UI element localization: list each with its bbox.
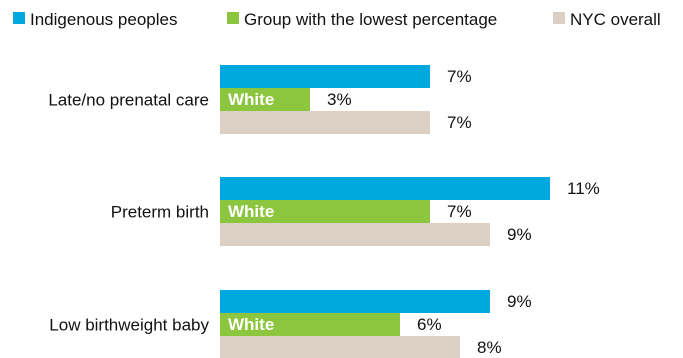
category-label-preterm-birth: Preterm birth: [111, 203, 209, 222]
category-label-low-birthweight-baby: Low birthweight baby: [49, 316, 209, 335]
bars: Late/no prenatal care 7% 3% White 7% Preterm …: [48, 65, 600, 358]
legend-label-nyc-overall: NYC overall: [570, 10, 661, 29]
value-label-group-with-the-lowest-percentage-preterm-birth: 7%: [447, 202, 472, 221]
bar-nyc-overall-preterm-birth: [220, 223, 490, 246]
bar-group-with-the-lowest-percentage-preterm-birth: [220, 200, 430, 223]
bar-group-with-the-lowest-percentage-late-no-prenatal-care: [220, 88, 310, 111]
bar-indigenous-peoples-low-birthweight-baby: [220, 290, 490, 313]
bar-indigenous-peoples-preterm-birth: [220, 177, 550, 200]
value-label-indigenous-peoples-late-no-prenatal-care: 7%: [447, 67, 472, 86]
bar-group-label-preterm-birth: White: [228, 202, 274, 221]
value-label-indigenous-peoples-low-birthweight-baby: 9%: [507, 292, 532, 311]
legend-swatch-group-with-the-lowest-percentage: [227, 12, 239, 24]
value-label-group-with-the-lowest-percentage-late-no-prenatal-care: 3%: [327, 90, 352, 109]
bar-group-with-the-lowest-percentage-low-birthweight-baby: [220, 313, 400, 336]
value-label-indigenous-peoples-preterm-birth: 11%: [567, 179, 600, 198]
legend-label-group-with-the-lowest-percentage: Group with the lowest percentage: [244, 10, 497, 29]
value-label-nyc-overall-preterm-birth: 9%: [507, 225, 532, 244]
value-label-nyc-overall-late-no-prenatal-care: 7%: [447, 113, 472, 132]
legend-label-indigenous-peoples: Indigenous peoples: [30, 10, 177, 29]
legend-swatch-nyc-overall: [553, 12, 565, 24]
bar-group-label-low-birthweight-baby: White: [228, 315, 274, 334]
legend: Indigenous peoples Group with the lowest …: [13, 10, 661, 29]
value-label-nyc-overall-low-birthweight-baby: 8%: [477, 338, 502, 357]
value-label-group-with-the-lowest-percentage-low-birthweight-baby: 6%: [417, 315, 442, 334]
bar-indigenous-peoples-late-no-prenatal-care: [220, 65, 430, 88]
bar-nyc-overall-late-no-prenatal-care: [220, 111, 430, 134]
category-label-late-no-prenatal-care: Late/no prenatal care: [48, 91, 209, 110]
bar-nyc-overall-low-birthweight-baby: [220, 336, 460, 358]
legend-swatch-indigenous-peoples: [13, 12, 25, 24]
bar-group-label-late-no-prenatal-care: White: [228, 90, 274, 109]
